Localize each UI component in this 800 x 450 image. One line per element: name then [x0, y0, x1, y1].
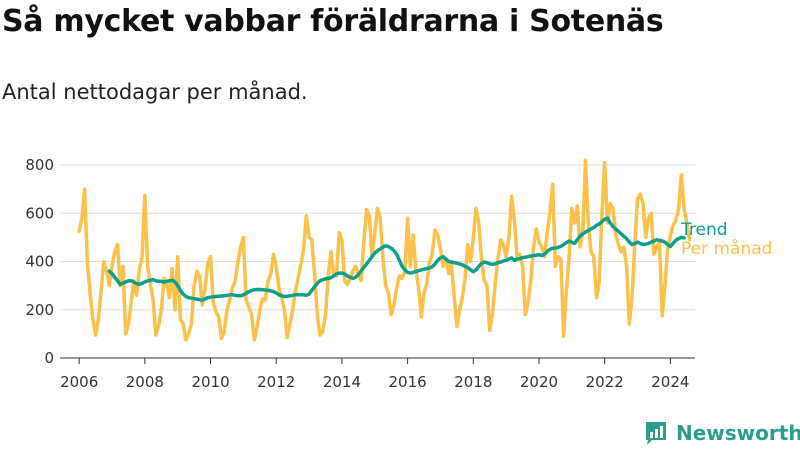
page-title: Så mycket vabbar föräldrarna i Sotenäs [2, 4, 664, 39]
page-subtitle: Antal nettodagar per månad. [2, 80, 308, 104]
x-tick-label: 2012 [257, 373, 295, 391]
x-tick-label: 2010 [191, 373, 229, 391]
newsworthy-logo-icon [646, 422, 666, 445]
y-tick-label: 200 [25, 301, 54, 319]
legend-label-monthly-line: Per månad [681, 238, 772, 259]
y-tick-label: 400 [25, 253, 54, 271]
monthly-line [77, 158, 692, 342]
x-axis: 2006 2008 2010 2012 2014 2016 2018 2020 2022 2024 [60, 357, 695, 391]
x-tick-label: 2014 [323, 373, 361, 391]
legend-label-trend-line: Trend [680, 220, 728, 240]
x-tick-label: 2020 [520, 373, 558, 391]
x-tick-label: 2006 [60, 373, 98, 391]
y-tick-label: 800 [25, 156, 54, 174]
y-tick-label: 0 [44, 349, 54, 367]
y-axis: 0 200 400 600 800 [25, 156, 54, 367]
brand-name: Newsworthy [676, 421, 800, 445]
x-tick-label: 2024 [651, 373, 689, 391]
trend-line [107, 216, 686, 302]
x-tick-label: 2022 [586, 373, 624, 391]
brand-logo: Newsworthy [644, 420, 800, 446]
x-tick-label: 2018 [454, 373, 492, 391]
series-group [77, 158, 692, 342]
x-tick-label: 2016 [389, 373, 427, 391]
y-tick-label: 600 [25, 204, 54, 222]
x-tick-label: 2008 [126, 373, 164, 391]
